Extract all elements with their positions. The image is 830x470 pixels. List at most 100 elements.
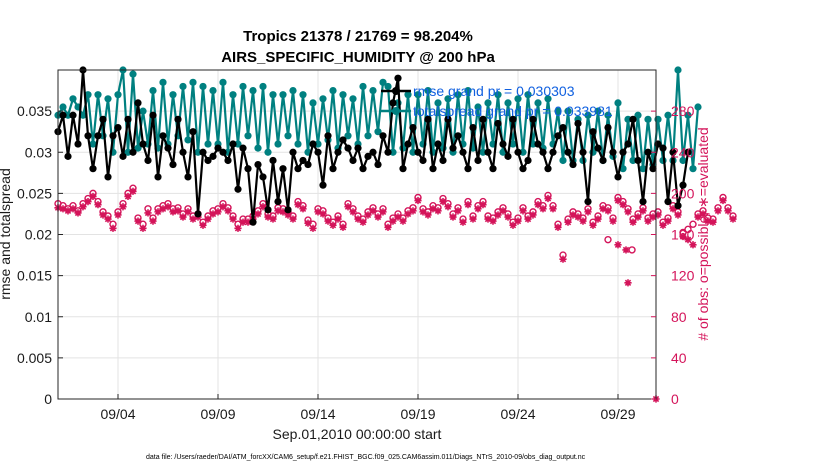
rmse-point [114,123,122,132]
obs-evaluated-point [199,221,207,229]
rmse-point [214,144,222,152]
rmse-point [139,140,147,148]
rmse-point [394,74,402,82]
obs-evaluated-point [634,213,642,221]
obs-evaluated-point [204,215,212,223]
y-right-tick-label: 160 [671,227,695,243]
obs-evaluated-point [159,205,167,213]
totalspread-point [519,148,527,156]
totalspread-point [249,86,257,95]
y-tick-label: 0.005 [17,350,52,366]
rmse-point [239,144,247,152]
rmse-point [289,148,297,156]
rmse-point [294,165,302,173]
obs-evaluated-point [154,208,162,216]
obs-evaluated-point [724,207,732,215]
totalspread-point [169,91,177,99]
rmse-point [59,111,67,119]
obs-evaluated-point [454,207,462,215]
rmse-point [219,148,227,156]
rmse-point [199,148,207,156]
totalspread-point [639,165,647,173]
rmse-point [424,115,432,123]
obs-evaluated-point [659,221,667,229]
rmse-point [599,156,607,165]
obs-evaluated-point [564,218,572,226]
rmse-point [249,218,257,226]
totalspread-point [289,86,297,95]
rmse-point [264,206,272,214]
totalspread-point [269,91,277,99]
rmse-point [254,160,262,169]
rmse-point [269,156,277,165]
totalspread-point [254,144,262,152]
obs-evaluated-point [89,192,97,201]
obs-evaluated-point [259,203,267,211]
rmse-point [209,152,217,160]
legend-rmse-label: rmse grand pr = 0.030303 [413,83,575,99]
rmse-point [319,181,327,189]
rmse-point [324,132,332,140]
rmse-point [474,156,482,165]
rmse-point [104,173,112,181]
totalspread-point [509,140,517,148]
totalspread-point [604,111,612,119]
y-tick-label: 0.015 [17,268,52,284]
obs-evaluated-point [134,217,142,225]
rmse-point [204,156,212,165]
obs-evaluated-point [559,255,567,263]
chart-subtitle: AIRS_SPECIFIC_HUMIDITY @ 200 hPa [221,49,495,66]
obs-evaluated-point [369,207,377,215]
obs-evaluated-point [149,217,157,225]
totalspread-point [614,99,622,107]
rmse-point [299,156,307,165]
obs-evaluated-point [414,196,422,205]
rmse-point [494,119,502,128]
obs-evaluated-point [494,211,502,219]
totalspread-point [314,140,322,148]
obs-evaluated-point [354,215,362,223]
rmse-point [309,140,317,148]
totalspread-point [244,132,252,140]
rmse-point [234,185,242,193]
totalspread-point [329,86,337,95]
rmse-point [459,148,467,156]
rmse-point [644,148,652,156]
obs-evaluated-point [704,217,712,225]
rmse-point [84,132,92,140]
totalspread-point [434,99,442,107]
y-axis-label-left: rmse and totalspread [0,168,13,300]
obs-evaluated-point [169,208,177,216]
obs-evaluated-point [549,205,557,213]
rmse-point [284,206,292,214]
totalspread-point [279,91,287,99]
totalspread-point [384,82,392,91]
obs-evaluated-point [114,211,122,219]
rmse-point [174,115,182,123]
rmse-point [684,148,692,156]
obs-evaluated-point [384,223,392,231]
obs-evaluated-point [654,211,662,219]
y-axis-left: 0 0.005 0.01 0.015 0.02 0.025 0.03 0.035 [17,103,63,407]
obs-possible-point [604,235,612,244]
totalspread-point [79,111,87,119]
obs-evaluated-point [614,241,622,249]
obs-evaluated-point [214,208,222,216]
y-tick-label: 0.01 [25,309,52,325]
totalspread-point [319,95,327,103]
totalspread-point [559,156,567,165]
totalspread-point [514,95,522,103]
obs-evaluated-point [694,213,702,221]
obs-evaluated-point [289,215,297,223]
totalspread-point [644,115,652,123]
totalspread-point [339,91,347,99]
y-tick-label: 0.025 [17,185,52,201]
x-axis-label: Sep.01,2010 00:00:00 start [273,426,442,442]
obs-evaluated-point [709,218,717,226]
obs-evaluated-point [409,207,417,215]
totalspread-point [104,95,112,103]
obs-evaluated-point [594,215,602,223]
totalspread-point [634,111,642,119]
obs-evaluated-point [144,209,152,217]
totalspread-point [674,66,682,74]
